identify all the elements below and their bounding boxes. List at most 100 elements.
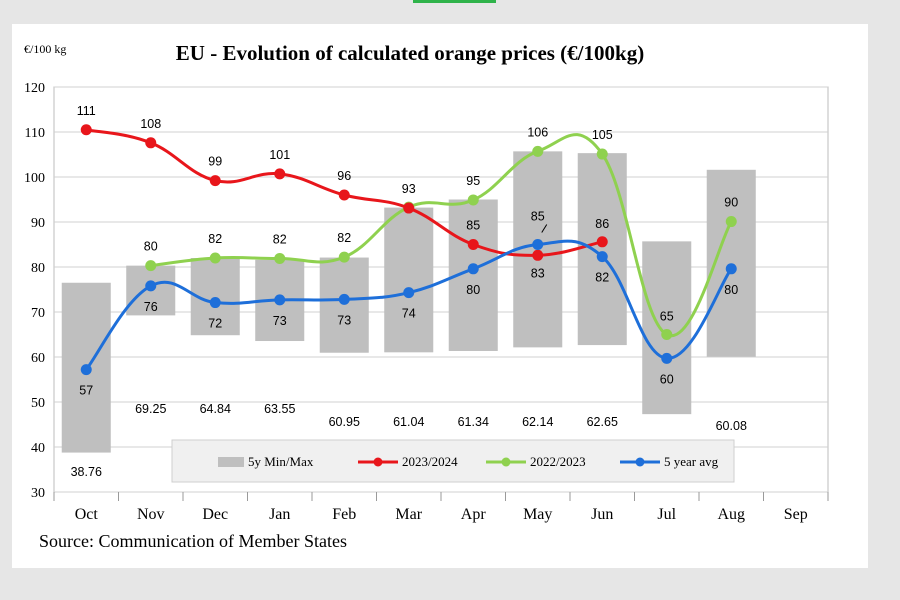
y-axis-unit-label: €/100 kg: [24, 42, 67, 56]
range-min-label: 62.65: [587, 415, 618, 429]
range-min-label: 69.25: [135, 402, 166, 416]
x-tick-label: Nov: [137, 506, 165, 523]
series-2022-2023-data-label: 82: [273, 232, 287, 246]
series-5-year-avg-point: [596, 251, 608, 263]
series-5-year-avg-data-label: 85: [531, 210, 545, 224]
series-5-year-avg-point: [661, 352, 673, 364]
series-5-year-avg-point: [209, 297, 221, 309]
series-5-year-avg-point: [467, 263, 479, 275]
series-2023-2024-data-label: 85: [466, 219, 480, 233]
series-2023-2024-point: [209, 175, 221, 187]
series-5-year-avg-point: [338, 293, 350, 305]
series-2022-2023-point: [274, 252, 286, 264]
x-tick-label: Jun: [591, 506, 613, 523]
x-tick-label: Jul: [657, 506, 676, 523]
x-tick-label: May: [523, 506, 552, 523]
range-min-label: 61.04: [393, 415, 424, 429]
series-2022-2023-data-label: 65: [660, 310, 674, 324]
series-2022-2023-data-label: 95: [466, 174, 480, 188]
y-tick-label: 30: [31, 486, 45, 501]
series-2023-2024-point: [274, 168, 286, 180]
series-2023-2024-data-label: 96: [337, 169, 351, 183]
series-2023-2024-data-label: 86: [595, 217, 609, 231]
axis-layer: 30 40 50 60 70 80 90 100 110 120 Oct Nov Dec Jan Feb Ma…: [24, 81, 829, 523]
x-tick-label: Dec: [202, 506, 228, 523]
chart-title: EU - Evolution of calculated orange pric…: [175, 41, 645, 65]
series-2022-2023-data-label: 105: [592, 128, 613, 142]
series-2023-2024-data-label: 111: [77, 104, 96, 118]
series-5-year-avg-point: [145, 280, 157, 292]
series-5-year-avg-data-label: 80: [724, 283, 738, 297]
y-tick-label: 40: [31, 441, 45, 456]
y-tick-label: 110: [25, 126, 45, 141]
series-2023-2024-point: [532, 249, 544, 261]
series-5-year-avg-point: [274, 294, 286, 306]
range-bars-layer: [61, 151, 756, 453]
range-min-label: 38.76: [71, 465, 102, 479]
legend-swatch-range: [218, 457, 244, 467]
legend-marker-series-2023-2024: [373, 457, 383, 467]
series-2023-2024-point: [80, 124, 92, 136]
y-tick-label: 120: [24, 81, 45, 96]
series-2022-2023-point: [467, 194, 479, 206]
range-min-label: 63.55: [264, 402, 295, 416]
range-bar: [577, 153, 627, 346]
series-2023-2024-point: [145, 137, 157, 149]
y-tick-label: 90: [31, 216, 45, 231]
series-2023-2024-point: [338, 189, 350, 201]
series-2022-2023-data-label: 106: [527, 125, 548, 139]
x-tick-label: Sep: [784, 506, 808, 523]
legend-label-range: 5y Min/Max: [248, 454, 314, 469]
label-leader-line: [541, 224, 548, 233]
series-2022-2023-point: [338, 251, 350, 263]
y-tick-label: 50: [31, 396, 45, 411]
legend-label-series-2023-2024: 2023/2024: [402, 454, 458, 469]
series-2022-2023-point: [596, 148, 608, 160]
source-note: Source: Communication of Member States: [39, 531, 347, 551]
range-min-label: 60.08: [716, 419, 747, 433]
range-min-label: 62.14: [522, 415, 553, 429]
legend: 5y Min/Max 2023/2024 2022/2023 5 year avg: [171, 439, 735, 483]
series-2023-2024-data-label: 93: [402, 182, 416, 196]
legend-label-series-2022-2023: 2022/2023: [530, 454, 586, 469]
series-5-year-avg-point: [532, 239, 544, 250]
series-2022-2023-point: [532, 145, 544, 157]
series-2023-2024-point: [596, 236, 608, 248]
series-2023-2024-point: [403, 202, 415, 214]
legend-marker-series-2022-2023: [501, 457, 511, 467]
series-2022-2023-data-label: 82: [208, 232, 222, 246]
legend-marker-series-5-year-avg: [635, 457, 645, 467]
range-min-label: 60.95: [329, 415, 360, 429]
series-5-year-avg-data-label: 60: [660, 372, 674, 386]
y-tick-label: 60: [31, 351, 45, 366]
range-min-label: 61.34: [458, 415, 489, 429]
top-accent-bar: [413, 0, 496, 3]
series-2023-2024-point: [467, 239, 479, 250]
series-2022-2023-data-label: 90: [724, 196, 738, 210]
series-2023-2024-data-label: 101: [269, 148, 290, 162]
x-tick-label: Feb: [332, 506, 356, 523]
series-5-year-avg-data-label: 82: [595, 271, 609, 285]
series-2022-2023-point: [209, 252, 221, 264]
series-2022-2023-point: [661, 329, 673, 340]
series-2022-2023-data-label: 80: [144, 240, 158, 254]
series-5-year-avg-data-label: 73: [337, 313, 351, 327]
data-labels-layer: 111 108 99 101 96 93 85 83 86 80 82 82 82 95 106 105 65 9…: [71, 104, 747, 479]
x-tick-label: Apr: [461, 506, 487, 523]
series-5-year-avg-point: [725, 263, 737, 275]
x-tick-label: Mar: [395, 506, 422, 523]
series-5-year-avg-data-label: 76: [144, 300, 158, 314]
series-5-year-avg-point: [403, 287, 415, 299]
range-min-label: 64.84: [200, 402, 231, 416]
x-tick-label: Aug: [717, 506, 745, 523]
series-lines-layer: [80, 124, 737, 376]
series-5-year-avg-data-label: 80: [466, 283, 480, 297]
series-2023-2024-data-label: 108: [140, 117, 161, 131]
y-tick-label: 70: [31, 306, 45, 321]
range-bar: [384, 207, 434, 353]
series-5-year-avg-point: [80, 364, 92, 376]
series-2022-2023-point: [725, 216, 737, 228]
x-tick-label: Jan: [269, 506, 290, 523]
series-5-year-avg-data-label: 72: [208, 317, 222, 331]
